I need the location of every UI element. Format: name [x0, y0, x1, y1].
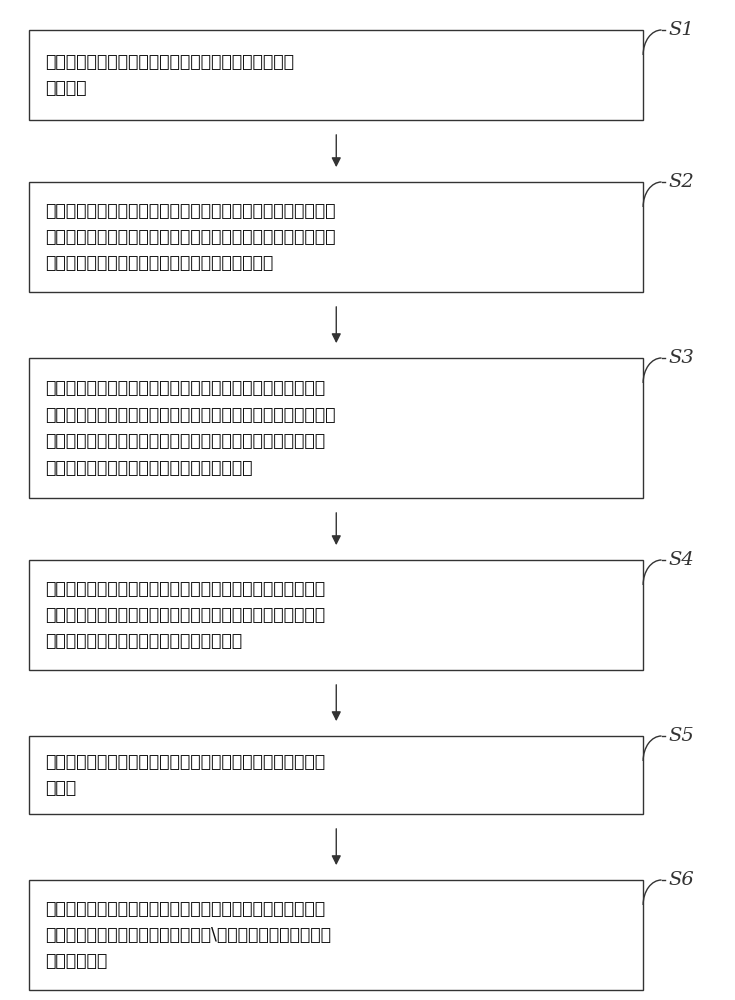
- FancyBboxPatch shape: [29, 880, 643, 990]
- FancyBboxPatch shape: [29, 30, 643, 120]
- Text: S6: S6: [669, 871, 695, 889]
- Text: S5: S5: [669, 727, 695, 745]
- FancyBboxPatch shape: [29, 358, 643, 498]
- FancyBboxPatch shape: [29, 560, 643, 670]
- Text: S4: S4: [669, 551, 695, 569]
- FancyBboxPatch shape: [29, 736, 643, 814]
- Text: S1: S1: [669, 21, 695, 39]
- Text: 向所述主体模型箱内填充试验土料，分层夯实并达到预定高度
后埋入所述电极，并将与所述电极连接的所述导线从所述主体模
型箱的边缘部位引出，接入所述高密度电阻率测定装: 向所述主体模型箱内填充试验土料，分层夯实并达到预定高度 后埋入所述电极，并将与所…: [46, 379, 336, 477]
- Text: 提供一土工模型装置及一高密度电阻率测定分析系统，所述土工
模型装置包括主体模型箱及储液箱，高密度电阻率测定分析系统
包括高密度电阻率测定装置、电极及测试主控电脑: 提供一土工模型装置及一高密度电阻率测定分析系统，所述土工 模型装置包括主体模型箱…: [46, 202, 336, 272]
- FancyBboxPatch shape: [29, 182, 643, 292]
- Text: 检查装置气密性和连通性，打开所述高密度电阻率测定装置开
关，利用测试主控电脑发送测试开始\终止命令至所述高密度电
阻率测定装置: 检查装置气密性和连通性，打开所述高密度电阻率测定装置开 关，利用测试主控电脑发送…: [46, 900, 331, 970]
- Text: S2: S2: [669, 173, 695, 191]
- Text: 将所述储液箱固定于所述主体模型箱内待测试验土料的上部，
于所述储液箱中盛满溶液并调节入渗水头，还通过一气压入渗
控制装置将所述储液箱与待测试验土料连接: 将所述储液箱固定于所述主体模型箱内待测试验土料的上部， 于所述储液箱中盛满溶液并…: [46, 580, 326, 650]
- Text: S3: S3: [669, 349, 695, 367]
- Text: 通过所述测试主控电脑编写电极组合文件、电极坐标文件和测
试文件: 通过所述测试主控电脑编写电极组合文件、电极坐标文件和测 试文件: [46, 753, 326, 797]
- Text: 提供一具有转动连接在一起的离心旋转轴及离心旋转臂
的离心机: 提供一具有转动连接在一起的离心旋转轴及离心旋转臂 的离心机: [46, 53, 295, 97]
